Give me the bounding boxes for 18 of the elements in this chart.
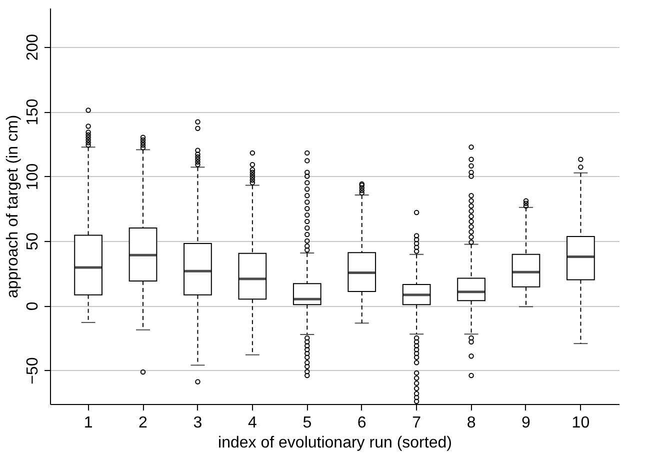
y-tick-label: 50 <box>24 232 42 250</box>
y-tick-label: 200 <box>24 34 42 61</box>
x-tick-label: 8 <box>466 414 476 432</box>
y-tick-label: 150 <box>24 98 42 126</box>
y-tick-label: 0 <box>24 302 42 311</box>
x-tick-label: 4 <box>248 414 257 432</box>
x-tick-label: 9 <box>522 414 531 432</box>
x-tick-label: 10 <box>572 414 590 432</box>
x-tick-label: 2 <box>138 414 148 432</box>
x-tick-label: 1 <box>84 414 93 432</box>
x-tick-label: 6 <box>357 414 366 432</box>
x-axis-title: index of evolutionary run (sorted) <box>218 434 452 452</box>
y-tick-label: 100 <box>24 163 42 190</box>
y-tick-label: −50 <box>24 357 42 384</box>
x-tick-label: 3 <box>193 414 202 432</box>
x-tick-label: 7 <box>412 414 422 432</box>
x-tick-label: 5 <box>302 414 312 432</box>
y-axis-title: approach of target (in cm) <box>4 114 22 298</box>
